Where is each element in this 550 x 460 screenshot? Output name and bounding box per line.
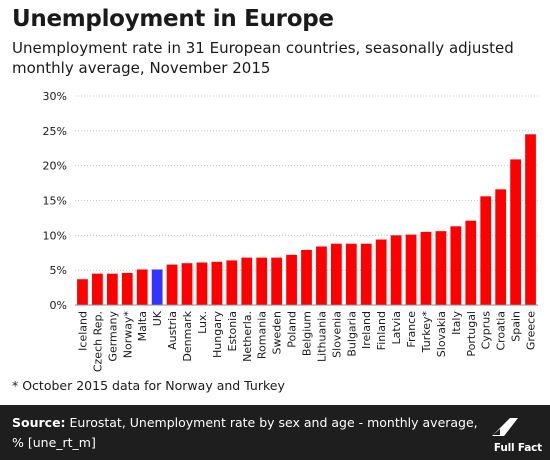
x-axis-ticks: Iceland Czech Rep. Germany Norway* Malta UK Au… xyxy=(76,310,537,372)
bar-denmark xyxy=(181,263,193,305)
bar-sweden xyxy=(271,257,283,305)
bar-germany xyxy=(106,273,118,305)
bar-norway xyxy=(121,272,133,305)
x-tick-label: Czech Rep. xyxy=(91,311,104,372)
y-tick-label: 30% xyxy=(43,90,67,103)
x-tick-label: Hungary xyxy=(211,311,224,358)
x-tick-label: Estonia xyxy=(226,311,239,352)
bar-lux xyxy=(196,262,208,305)
bar-poland xyxy=(286,254,297,305)
bar-portugal xyxy=(465,220,477,305)
bar-slovakia xyxy=(435,231,447,305)
x-tick-label: Greece xyxy=(525,311,538,350)
x-tick-label: Belgium xyxy=(301,311,314,356)
chart-title: Unemployment in Europe xyxy=(12,6,334,32)
y-tick-label: 25% xyxy=(43,125,67,138)
x-tick-label: Italy xyxy=(450,311,463,335)
x-tick-label: Lithuania xyxy=(315,311,328,362)
x-tick-label: Finland xyxy=(375,311,388,350)
source-detail: Eurostat, Unemployment rate by sex and a… xyxy=(12,415,478,450)
x-tick-label: UK xyxy=(151,310,164,326)
x-tick-label: Ireland xyxy=(360,311,373,349)
footnote: * October 2015 data for Norway and Turke… xyxy=(12,378,285,393)
y-tick-label: 10% xyxy=(43,229,67,242)
y-tick-label: 0% xyxy=(50,299,67,312)
brand-name: Full Fact xyxy=(493,442,542,454)
bar-spain xyxy=(510,159,521,305)
y-axis-ticks: 0% 5% 10% 15% 20% 25% 30% xyxy=(43,90,67,312)
bar-italy xyxy=(450,226,462,305)
x-tick-label: Latvia xyxy=(390,311,403,345)
bar-france xyxy=(405,234,417,305)
bar-hungary xyxy=(211,261,223,305)
bar-greece xyxy=(525,134,536,305)
x-tick-label: Netherla. xyxy=(241,311,254,362)
bar-austria xyxy=(166,264,178,305)
bars xyxy=(77,134,536,305)
x-tick-label: Denmark xyxy=(181,310,194,361)
x-tick-label: Malta xyxy=(136,311,149,341)
x-tick-label: Austria xyxy=(166,311,179,350)
x-tick-label: Croatia xyxy=(495,311,508,351)
x-tick-label: Sweden xyxy=(271,311,284,354)
bar-cyprus xyxy=(480,196,492,305)
bar-czech-rep xyxy=(92,273,103,305)
bar-estonia xyxy=(226,260,238,305)
x-tick-label: Slovakia xyxy=(435,311,448,357)
x-tick-label: Bulgaria xyxy=(345,311,358,357)
bar-ireland xyxy=(360,243,372,305)
x-tick-label: Turkey* xyxy=(420,311,433,354)
bar-latvia xyxy=(390,235,402,305)
source-label: Source: xyxy=(12,415,66,430)
bar-malta xyxy=(136,269,148,305)
bar-uk xyxy=(151,269,163,305)
x-tick-label: Cyprus xyxy=(480,311,493,350)
bar-finland xyxy=(375,239,387,305)
source-footer: Source: Eurostat, Unemployment rate by s… xyxy=(0,405,550,460)
x-tick-label: Norway* xyxy=(121,311,134,359)
x-tick-label: Germany xyxy=(106,311,119,362)
full-fact-logo-icon xyxy=(492,418,518,436)
bar-croatia xyxy=(495,189,507,305)
bar-chart: 0% 5% 10% 15% 20% 25% 30% Iceland Czech Rep. Ger… xyxy=(43,90,538,372)
bar-iceland xyxy=(77,279,88,305)
x-tick-label: Romania xyxy=(256,311,269,359)
bar-romania xyxy=(256,257,268,305)
x-tick-label: Portugal xyxy=(465,311,478,357)
chart-subtitle: Unemployment rate in 31 European countri… xyxy=(12,39,514,77)
bar-lithuania xyxy=(316,246,327,305)
bar-bulgaria xyxy=(345,243,357,305)
y-tick-label: 15% xyxy=(43,195,67,208)
bar-belgium xyxy=(301,249,312,305)
x-tick-label: Spain xyxy=(510,311,523,342)
y-tick-label: 5% xyxy=(50,264,67,277)
source-text: Source: Eurostat, Unemployment rate by s… xyxy=(12,413,482,453)
bar-slovenia xyxy=(330,243,342,305)
x-tick-label: Poland xyxy=(286,311,299,348)
x-tick-label: Iceland xyxy=(76,311,89,351)
bar-netherla xyxy=(241,257,253,305)
y-tick-label: 20% xyxy=(43,160,67,173)
x-tick-label: Lux. xyxy=(196,311,209,334)
bar-turkey xyxy=(420,231,432,305)
x-tick-label: France xyxy=(405,311,418,348)
x-tick-label: Slovenia xyxy=(330,311,343,358)
